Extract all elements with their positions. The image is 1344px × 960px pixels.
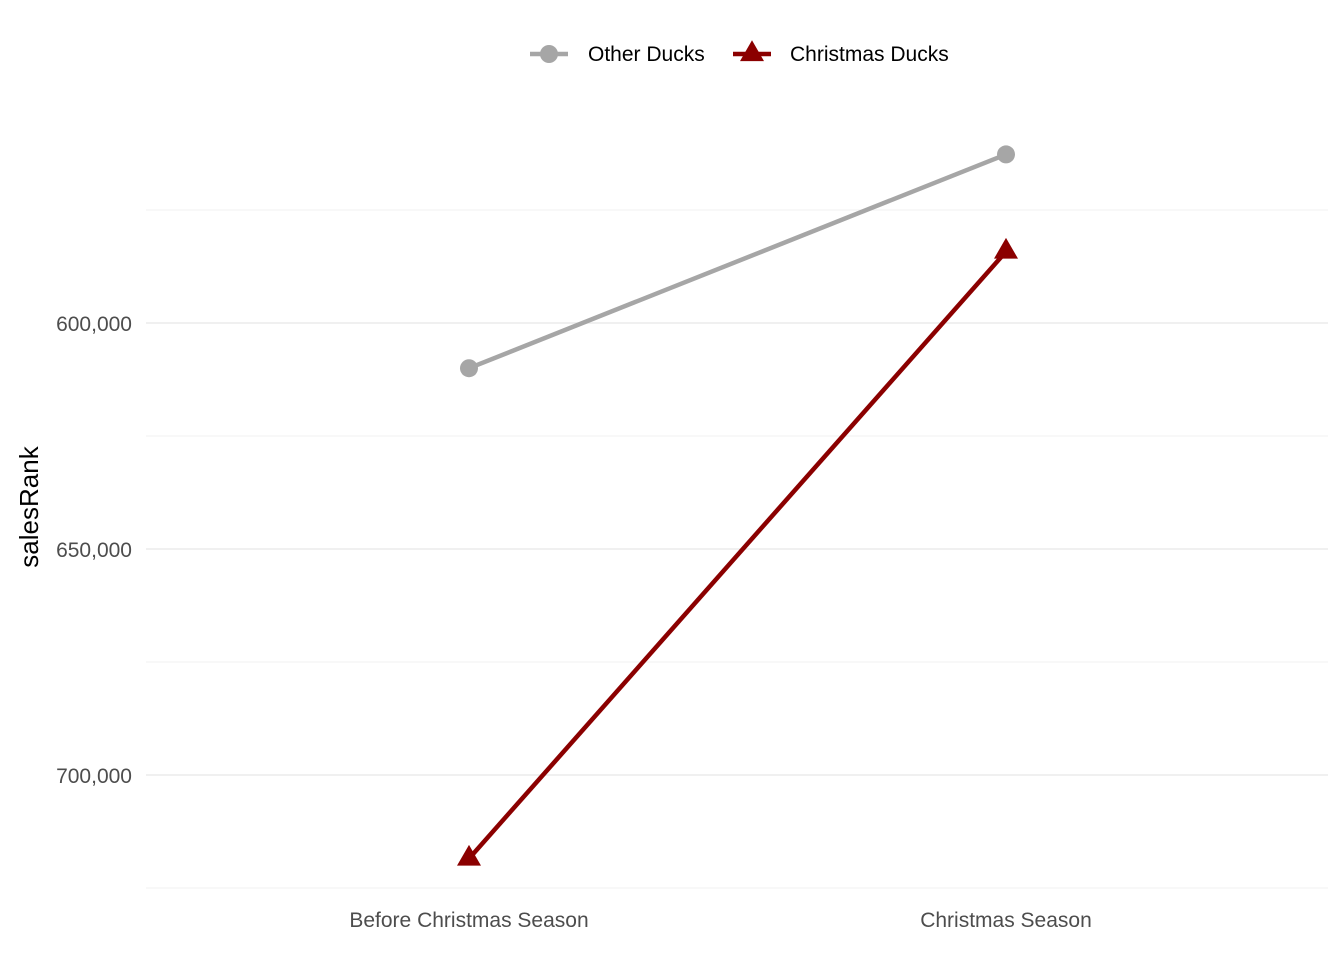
legend-key-marker (540, 45, 558, 63)
legend: Other Ducks Christmas Ducks (530, 40, 949, 66)
x-tick-label: Before Christmas Season (349, 909, 588, 932)
x-tick-label: Christmas Season (920, 909, 1092, 932)
series-line (468, 152, 1007, 371)
data-point (997, 145, 1015, 164)
grid (146, 209, 1328, 889)
data-point (457, 844, 481, 866)
x-axis: Before Christmas Season Christmas Season (349, 909, 1091, 932)
y-tick-label: 600,000 (56, 313, 132, 336)
y-axis-title: salesRank (14, 445, 44, 567)
y-axis: 600,000 650,000 700,000 (56, 313, 132, 788)
data-point (460, 359, 478, 378)
legend-label: Other Ducks (588, 43, 705, 66)
series-line (467, 250, 1008, 861)
y-tick-label: 650,000 (56, 539, 132, 562)
legend-label: Christmas Ducks (790, 43, 949, 66)
data-point (994, 237, 1018, 259)
series-lines (457, 145, 1018, 866)
y-tick-label: 700,000 (56, 765, 132, 788)
legend-key-marker (740, 40, 764, 62)
